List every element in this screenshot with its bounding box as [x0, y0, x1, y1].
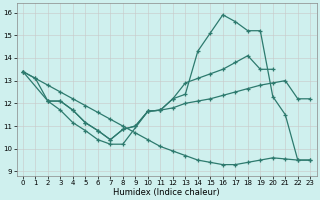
X-axis label: Humidex (Indice chaleur): Humidex (Indice chaleur)	[113, 188, 220, 197]
